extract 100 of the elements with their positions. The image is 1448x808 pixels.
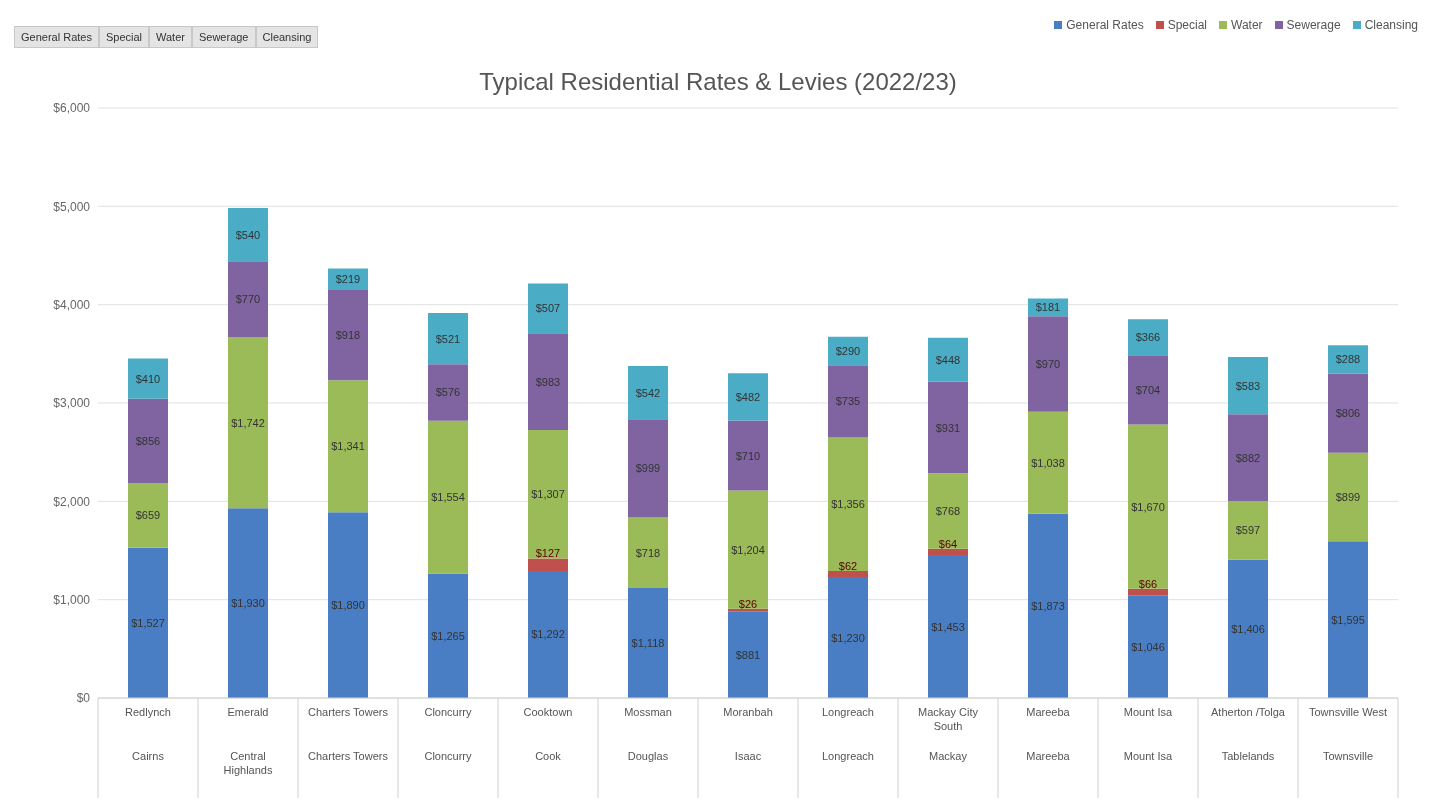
bar: [428, 312, 468, 365]
data-label: $999: [635, 462, 661, 475]
bar: [728, 373, 768, 421]
bar: [628, 588, 668, 698]
bar: [428, 420, 468, 574]
bar: [728, 611, 768, 698]
data-label: $26: [738, 597, 758, 610]
data-label: $482: [735, 390, 761, 403]
category-label: Mareeba Mareeba: [1026, 706, 1070, 762]
data-label: $1,527: [131, 616, 165, 629]
bar: [1228, 501, 1268, 560]
data-label: $288: [1335, 353, 1361, 366]
legend-label: Cleansing: [1363, 18, 1418, 32]
data-label: $881: [735, 648, 761, 661]
bar: [728, 490, 768, 609]
y-tick-label: $5,000: [53, 199, 91, 214]
data-label: $856: [135, 434, 161, 447]
category-label: Townsville West Townsville: [1308, 706, 1388, 762]
chart-title: Typical Residential Rates & Levies (2022/23): [478, 68, 958, 96]
data-label: $1,292: [531, 628, 565, 641]
category-label: Redlynch Cairns: [125, 706, 171, 762]
data-label: $704: [1135, 383, 1161, 396]
bar: [1228, 559, 1268, 698]
bar: [128, 358, 168, 399]
data-label: $1,554: [431, 491, 465, 504]
bar: [1328, 541, 1368, 698]
legend-label: Sewerage: [1285, 18, 1341, 32]
bar: [928, 337, 968, 382]
bar: [1228, 414, 1268, 502]
data-label: $1,341: [331, 440, 365, 453]
y-tick-label: $4,000: [53, 297, 91, 312]
data-label: $768: [935, 505, 961, 518]
category-label: Emerald Central Highlands: [223, 706, 273, 776]
data-label: $1,453: [931, 620, 965, 633]
bar: [1128, 355, 1168, 425]
bar: [128, 547, 168, 698]
data-label: $583: [1235, 379, 1261, 392]
bar: [528, 558, 568, 571]
data-label: $899: [1335, 490, 1361, 503]
bar: [528, 333, 568, 430]
bar: [228, 208, 268, 262]
bar: [328, 290, 368, 381]
data-label: $1,890: [331, 599, 365, 612]
bar: [528, 570, 568, 698]
bar: [428, 573, 468, 698]
data-label: $1,670: [1131, 500, 1165, 513]
data-label: $448: [935, 353, 961, 366]
y-tick-label: $0: [76, 691, 91, 706]
data-label: $1,204: [731, 543, 765, 556]
y-tick-label: $6,000: [53, 101, 91, 116]
category-label: Mossman Douglas: [624, 706, 672, 762]
bar: [1028, 513, 1068, 698]
bar: [128, 483, 168, 548]
data-label: $718: [635, 546, 661, 559]
data-label: $576: [435, 386, 461, 399]
data-label: $659: [135, 509, 161, 522]
bar: [928, 473, 968, 549]
data-label: $66: [1138, 577, 1158, 590]
data-label: $710: [735, 449, 761, 462]
bar: [828, 365, 868, 438]
data-label: $970: [1035, 358, 1061, 371]
category-label: Mackay City South Mackay: [918, 706, 978, 762]
legend-label: General Rates: [1065, 18, 1144, 32]
bar: [528, 283, 568, 334]
category-label: Atherton /Tolga Tablelands: [1211, 706, 1285, 762]
data-label: $507: [535, 302, 561, 315]
bar: [828, 577, 868, 698]
data-label: $1,038: [1031, 456, 1065, 469]
bar: [428, 364, 468, 421]
data-label: $1,930: [231, 597, 265, 610]
bar: [528, 429, 568, 559]
bar: [1328, 373, 1368, 453]
y-tick-label: $2,000: [53, 494, 91, 509]
bar: [1128, 595, 1168, 698]
data-label: $983: [535, 375, 561, 388]
bar: [1228, 356, 1268, 415]
category-label: Cooktown Cook: [523, 706, 573, 762]
data-label: $918: [335, 329, 361, 342]
data-label: $1,118: [631, 637, 665, 650]
bar: [628, 365, 668, 420]
bar: [628, 517, 668, 589]
category-label: Longreach Longreach: [822, 706, 874, 762]
data-label: $127: [535, 547, 561, 560]
data-label: $597: [1235, 524, 1261, 537]
bar: [1028, 411, 1068, 514]
data-label: $1,307: [531, 488, 565, 501]
bar: [628, 419, 668, 518]
data-label: $181: [1035, 301, 1061, 314]
bar: [328, 512, 368, 698]
data-label: $410: [135, 372, 161, 385]
bar: [928, 381, 968, 474]
data-label: $1,265: [431, 629, 465, 642]
data-label: $1,595: [1331, 613, 1365, 626]
data-label: $931: [935, 421, 961, 434]
bar: [1128, 588, 1168, 596]
y-tick-label: $3,000: [53, 396, 91, 411]
data-label: $735: [835, 395, 861, 408]
legend-label: Water: [1230, 18, 1263, 32]
data-label: $366: [1135, 331, 1161, 344]
data-label: $1,356: [831, 498, 865, 511]
